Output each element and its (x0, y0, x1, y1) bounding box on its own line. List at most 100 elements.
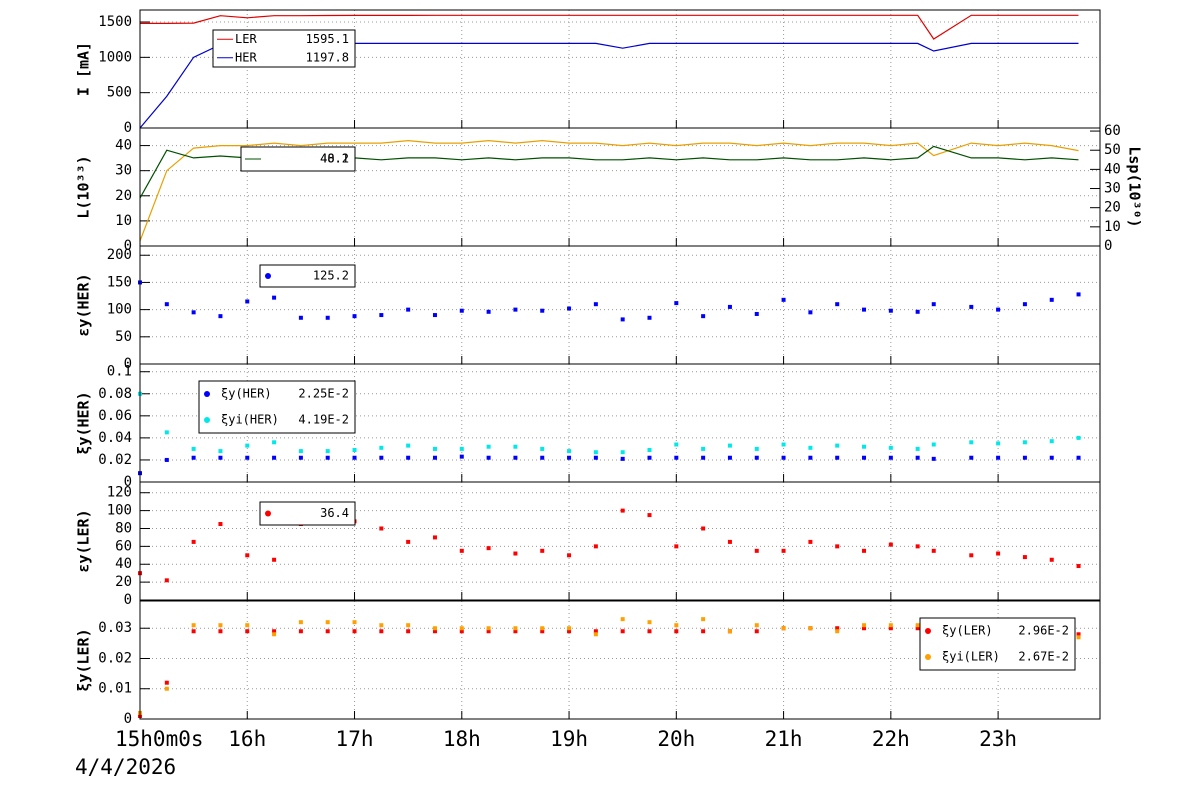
data-point (352, 314, 357, 319)
data-point (888, 623, 893, 628)
data-point (164, 457, 169, 462)
data-point (432, 455, 437, 460)
data-point (325, 449, 330, 454)
data-point (325, 315, 330, 320)
y2-tick-label: 20 (1104, 200, 1121, 216)
data-point (1076, 635, 1081, 640)
x-tick-label: 23h (979, 727, 1017, 751)
data-point (888, 626, 893, 631)
y-axis-label: I [mA] (75, 42, 93, 96)
data-point (754, 446, 759, 451)
data-point (701, 455, 706, 460)
data-point (406, 629, 411, 634)
data-point (540, 455, 545, 460)
data-point (674, 629, 679, 634)
data-point (298, 629, 303, 634)
plot-frame (139, 481, 1101, 601)
data-point (1022, 302, 1027, 307)
data-point (888, 308, 893, 313)
legend-value: 36.4 (320, 506, 349, 520)
data-point (1022, 555, 1027, 560)
data-point (593, 450, 598, 455)
data-point (754, 548, 759, 553)
legend-marker (265, 273, 271, 279)
legend-box (919, 617, 1076, 671)
data-point (459, 308, 464, 313)
y-tick-label: 100 (107, 503, 132, 519)
x-tick-label: 22h (872, 727, 910, 751)
legend-label: LER (235, 32, 257, 46)
data-point (1049, 439, 1054, 444)
data-point (191, 623, 196, 628)
data-point (862, 626, 867, 631)
data-point (701, 629, 706, 634)
y-tick-label: 0.01 (98, 681, 132, 697)
data-point (674, 623, 679, 628)
data-point (1049, 557, 1054, 562)
y-tick-label: 60 (115, 538, 132, 554)
legend-box (212, 29, 356, 68)
plot-frame (139, 600, 1101, 720)
y-tick-label: 80 (115, 520, 132, 536)
y2-axis-label: Lsp(10³⁰) (1126, 146, 1144, 227)
y-tick-label: 20 (115, 188, 132, 204)
legend-value: 1197.8 (306, 50, 349, 64)
data-point (406, 455, 411, 460)
data-point (379, 526, 384, 531)
data-point (352, 629, 357, 634)
legend-box (198, 380, 356, 434)
data-point (808, 455, 813, 460)
data-point (1076, 292, 1081, 297)
data-point (218, 522, 223, 527)
data-point (915, 626, 920, 631)
y-tick-label: 50 (115, 329, 132, 345)
data-point (459, 626, 464, 631)
data-point (996, 441, 1001, 446)
data-point (272, 455, 277, 460)
data-point (701, 314, 706, 319)
data-point (432, 629, 437, 634)
data-point (620, 450, 625, 455)
data-point (245, 299, 250, 304)
data-point (727, 443, 732, 448)
data-point (379, 445, 384, 450)
data-point (459, 548, 464, 553)
legend-value: 40.1 (320, 152, 349, 166)
data-point (781, 442, 786, 447)
y2-tick-label: 0 (1104, 238, 1112, 254)
data-point (298, 449, 303, 454)
plot-frame (139, 245, 1101, 365)
data-point (486, 546, 491, 551)
data-point (593, 629, 598, 634)
data-point (808, 626, 813, 631)
data-point (593, 302, 598, 307)
y-tick-label: 40 (115, 138, 132, 154)
data-point (272, 440, 277, 445)
data-point (540, 626, 545, 631)
data-point (674, 442, 679, 447)
data-point (781, 548, 786, 553)
data-point (620, 508, 625, 513)
data-point (835, 455, 840, 460)
data-point (191, 539, 196, 544)
data-point (486, 309, 491, 314)
legend-value: 4.19E-2 (298, 413, 349, 427)
y-tick-label: 0.1 (107, 364, 132, 380)
data-point (996, 551, 1001, 556)
y-tick-label: 200 (107, 247, 132, 263)
data-point (486, 455, 491, 460)
data-point (835, 443, 840, 448)
data-point (674, 455, 679, 460)
data-point (218, 449, 223, 454)
data-point (272, 629, 277, 634)
y-axis-label: ξy(HER) (75, 391, 93, 454)
series-line (139, 139, 1079, 242)
data-point (379, 455, 384, 460)
data-point (245, 455, 250, 460)
legend-label: ξyi(LER) (942, 650, 1000, 664)
data-point (1049, 297, 1054, 302)
data-point (647, 448, 652, 453)
data-point (781, 626, 786, 631)
data-point (218, 314, 223, 319)
